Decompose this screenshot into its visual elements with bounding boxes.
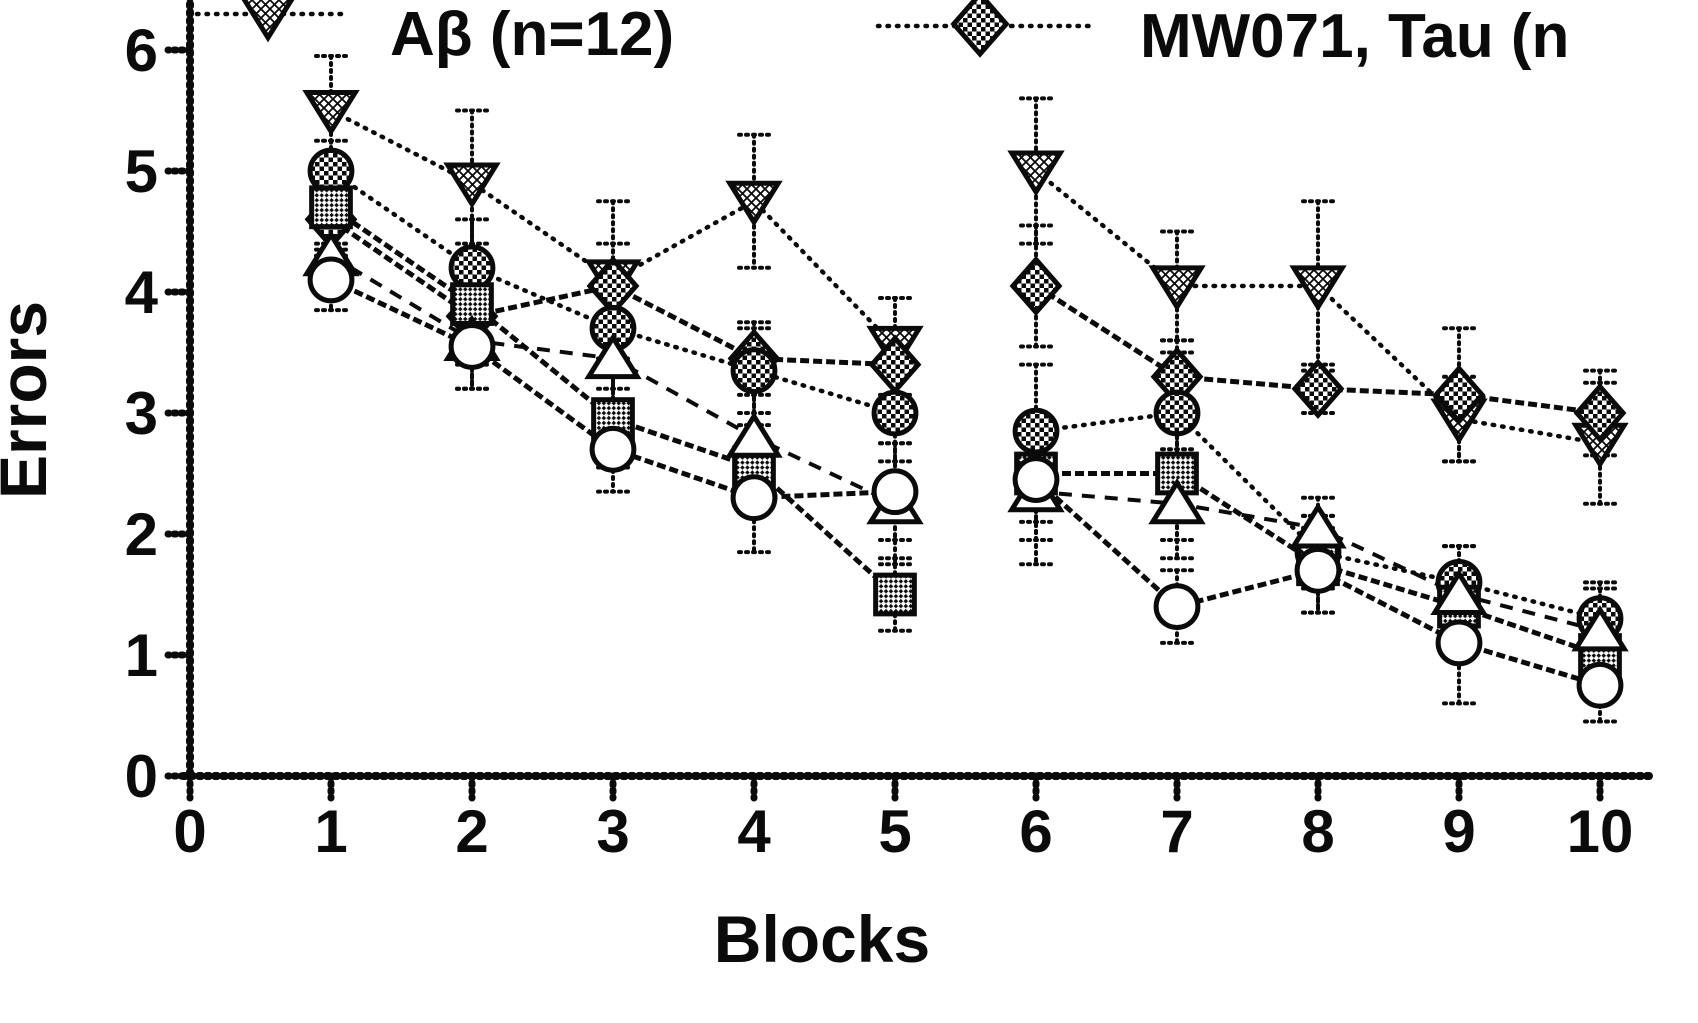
circle-open-icon (1153, 583, 1201, 630)
markers-open-circle (307, 256, 1624, 709)
circle-open-icon (1294, 546, 1342, 594)
y-tick-label: 6 (125, 17, 158, 84)
triangle-up-icon (1289, 502, 1347, 549)
triangle-up-icon (725, 411, 783, 458)
x-tick-label: 6 (1019, 798, 1052, 865)
markers-hatched-square (309, 185, 1622, 677)
x-tick-label: 8 (1301, 798, 1334, 865)
diamond-icon (950, 0, 1010, 58)
triangle-up-icon (584, 332, 642, 380)
triangle-down-icon (443, 162, 501, 209)
series-lines (328, 108, 1603, 688)
markers-mw071-tau (304, 189, 1627, 444)
triangle-up-icon (1148, 478, 1206, 525)
triangle-down-icon (725, 180, 783, 227)
circle-open-icon (871, 468, 919, 516)
error-bars-open-circle (314, 247, 1617, 724)
x-tick-label: 10 (1567, 798, 1634, 865)
triangle-down-icon (1148, 265, 1206, 312)
circle-open-icon (589, 425, 637, 473)
y-tick-label: 4 (125, 259, 159, 326)
circle-open-icon (1435, 619, 1483, 667)
circle-open-icon (307, 256, 355, 304)
error-bars-hatched-square (314, 169, 1617, 694)
diamond-icon (1291, 358, 1345, 419)
series-markers (302, 89, 1629, 709)
x-tick-label: 1 (314, 798, 347, 865)
line-mw071-tau (1034, 283, 1601, 416)
legend-entry-abeta: Aβ (n=12) (194, 0, 674, 69)
x-tick-label: 0 (173, 798, 206, 865)
diamond-icon (1432, 364, 1486, 426)
circle-open-icon (1576, 661, 1624, 709)
triangle-up-icon (1430, 568, 1488, 616)
markers-filled-circle (307, 147, 1624, 643)
legend-entry-mw071-tau: MW071, Tau (n (875, 0, 1569, 71)
axes: 0 1 2 3 4 5 6 0 1 2 3 4 5 6 7 8 9 10 Errors Blocks (0, 0, 1654, 976)
legend-label: Aβ (n=12) (390, 0, 674, 69)
circle-open-icon (448, 323, 496, 370)
y-axis-title: Errors (0, 301, 60, 499)
diamond-icon (1009, 255, 1063, 317)
diamond-icon (868, 334, 922, 395)
x-tick-label: 9 (1442, 798, 1475, 865)
x-tick-label: 3 (596, 798, 629, 865)
error-bars-mw071-tau (314, 181, 1617, 464)
circle-filled-icon (871, 389, 919, 437)
legend: Aβ (n=12) MW071, Tau (n (194, 0, 1569, 71)
triangle-down-icon (241, 0, 295, 43)
circle-filled-icon (1012, 407, 1060, 455)
y-tick-label: 2 (125, 501, 158, 568)
diamond-icon (1573, 382, 1627, 444)
legend-label: MW071, Tau (n (1140, 2, 1569, 71)
circle-filled-icon (730, 347, 778, 395)
y-tick-label: 5 (125, 138, 158, 205)
markers-open-triangle (302, 230, 1629, 652)
square-icon (309, 185, 353, 230)
triangle-up-icon (1571, 605, 1629, 652)
y-tick-label: 3 (125, 380, 158, 447)
triangle-down-icon (302, 89, 360, 137)
circle-open-icon (730, 474, 778, 522)
x-tick-label: 2 (455, 798, 488, 865)
square-icon (873, 572, 917, 617)
error-bars-abeta (314, 54, 1617, 506)
triangle-down-icon (1007, 150, 1065, 197)
circle-filled-icon (1153, 389, 1201, 437)
x-axis-title: Blocks (714, 902, 930, 976)
x-tick-label: 4 (737, 798, 771, 865)
triangle-down-icon (1289, 265, 1347, 312)
circle-open-icon (1012, 456, 1060, 503)
x-tick-label: 5 (878, 798, 911, 865)
x-tick-label: 7 (1160, 798, 1193, 865)
markers-abeta (302, 89, 1629, 469)
y-tick-label: 0 (125, 743, 158, 810)
y-tick-label: 1 (125, 622, 158, 689)
error-bars-open-triangle (314, 217, 1617, 676)
line-hatched-square (1036, 471, 1601, 658)
line-abeta (328, 108, 898, 349)
